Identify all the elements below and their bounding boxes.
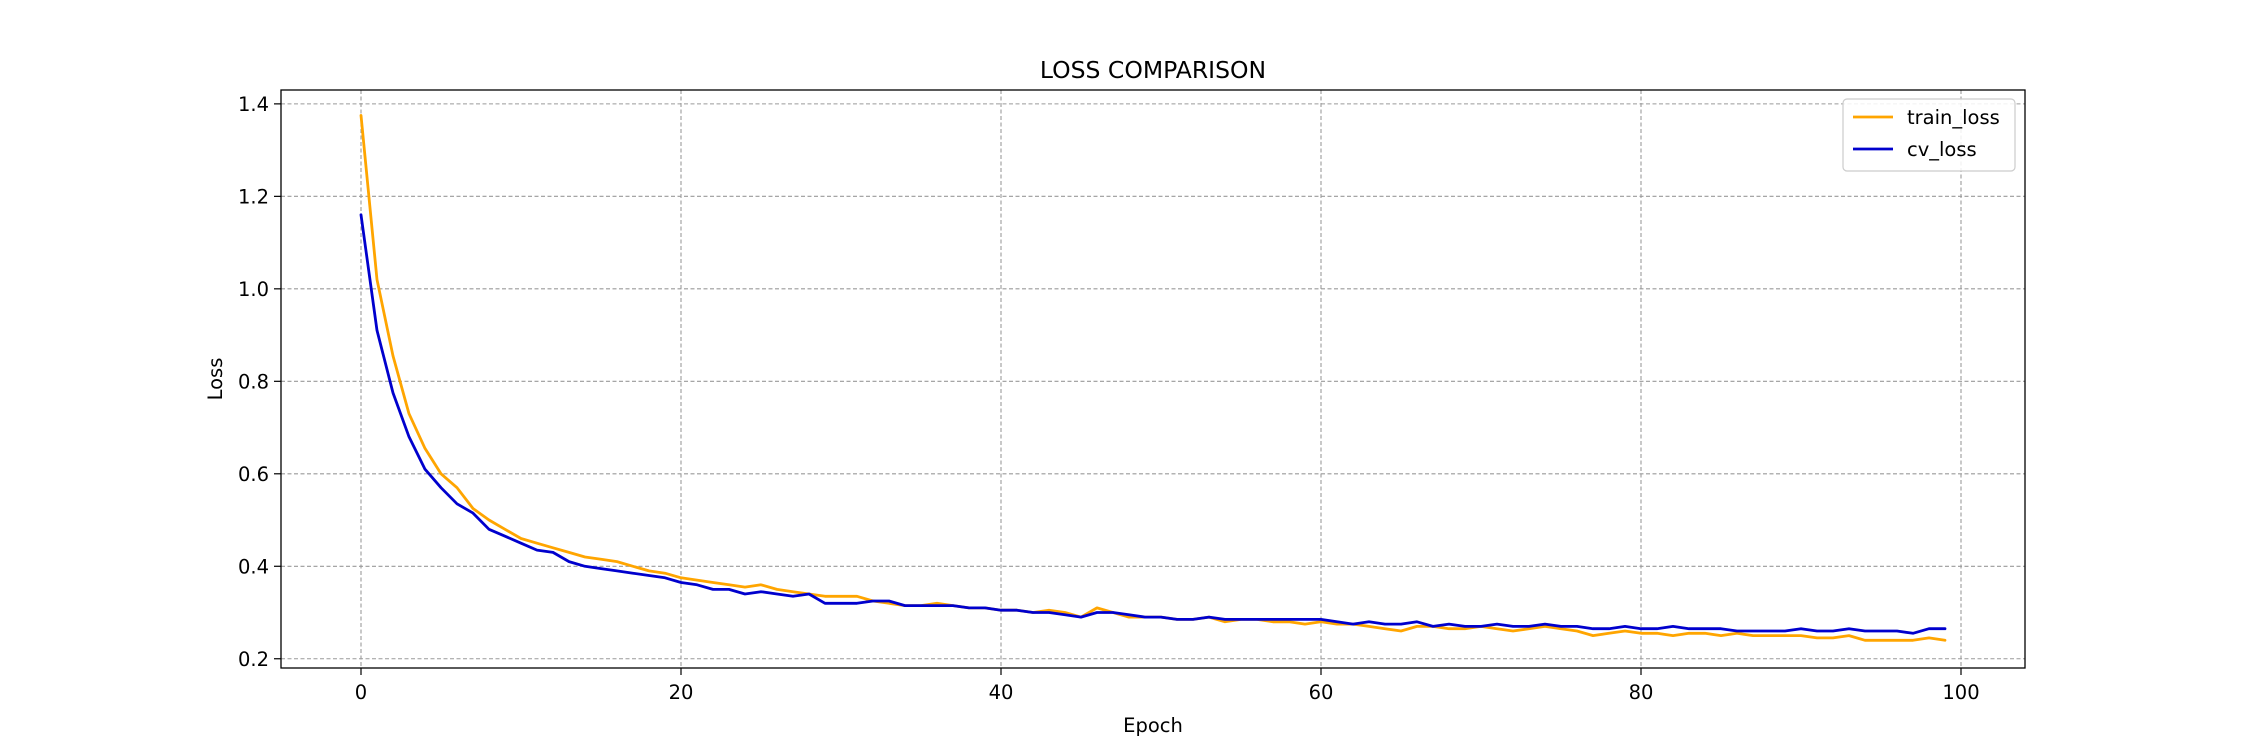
legend-label-cv-loss: cv_loss: [1907, 138, 1977, 161]
x-axis-ticks: 0 20 40 60 80 100: [355, 668, 1980, 704]
x-tick-label: 60: [1309, 681, 1334, 704]
chart-title: LOSS COMPARISON: [1040, 56, 1266, 84]
y-tick-label: 1.4: [238, 93, 269, 116]
x-tick-label: 80: [1629, 681, 1654, 704]
y-tick-label: 0.6: [238, 463, 269, 486]
x-axis-title: Epoch: [1123, 714, 1183, 737]
series-lines: [359, 114, 1947, 642]
x-tick-label: 100: [1942, 681, 1979, 704]
y-tick-label: 0.8: [238, 370, 269, 393]
y-tick-label: 1.0: [238, 278, 269, 301]
y-tick-label: 0.4: [238, 555, 269, 578]
legend: train_loss cv_loss: [1842, 98, 2016, 172]
series-line-cv-loss: [359, 213, 1947, 635]
x-tick-label: 0: [355, 681, 367, 704]
y-axis-ticks: 0.2 0.4 0.6 0.8 1.0 1.2 1.4: [238, 93, 281, 671]
y-axis-title: Loss: [204, 358, 227, 401]
y-tick-label: 1.2: [238, 185, 269, 208]
plot-frame: [280, 89, 2026, 669]
y-tick-label: 0.2: [238, 648, 269, 671]
grid: [281, 90, 2025, 668]
legend-label-train-loss: train_loss: [1907, 106, 2000, 129]
x-tick-label: 20: [669, 681, 694, 704]
x-tick-label: 40: [989, 681, 1014, 704]
